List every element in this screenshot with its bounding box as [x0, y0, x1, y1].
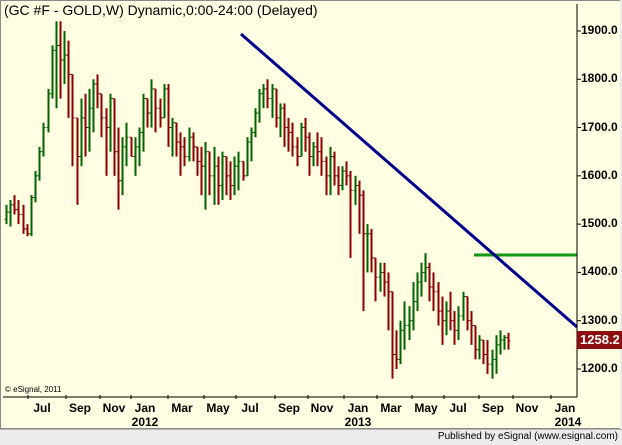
x-tick-label: Nov [102, 401, 126, 415]
y-tick-label: 1400.0 [581, 264, 618, 279]
x-year-label: 2012 [131, 415, 159, 429]
ohlc-bars [4, 21, 511, 379]
x-year-label: 2014 [554, 415, 582, 429]
x-axis-ticks [27, 395, 552, 399]
x-year-label: 2013 [344, 415, 372, 429]
chart-title: (GC #F - GOLD,W) Dynamic,0:00-24:00 (Del… [4, 2, 318, 18]
x-tick-label: Jul [241, 401, 259, 415]
x-tick-label: Nov [310, 401, 334, 415]
status-bar: Published by eSignal (www.esignal.com) [0, 429, 622, 445]
y-tick-label: 1900.0 [581, 22, 618, 37]
x-tick-label: Jan [347, 401, 369, 415]
x-tick-label: May [414, 401, 438, 415]
x-tick-label: Mar [171, 401, 193, 415]
x-tick-label: Jan [554, 401, 576, 415]
x-tick-label: Sep [277, 401, 301, 415]
x-tick-label: Mar [380, 401, 402, 415]
copyright-text: © eSignal, 2011 [5, 385, 62, 394]
x-tick-label: Jul [33, 401, 51, 415]
x-tick-label: Jan [134, 401, 156, 415]
y-tick-label: 1300.0 [581, 312, 618, 327]
y-tick-label: 1200.0 [581, 361, 618, 375]
published-by-text: Published by eSignal (www.esignal.com) [437, 431, 618, 442]
downtrend-line [240, 32, 578, 329]
y-tick-label: 1700.0 [581, 119, 618, 134]
y-tick-label: 1600.0 [581, 167, 618, 182]
y-tick-label: 1500.0 [581, 216, 618, 231]
x-tick-label: Sep [481, 401, 505, 415]
y-axis-ticks [577, 30, 581, 370]
chart-frame: (GC #F - GOLD,W) Dynamic,0:00-24:00 (Del… [0, 0, 620, 429]
x-tick-label: May [206, 401, 230, 415]
x-tick-label: Nov [515, 401, 539, 415]
x-tick-label: Sep [68, 401, 92, 415]
price-chart[interactable] [0, 0, 622, 430]
y-tick-label: 1800.0 [581, 71, 618, 86]
last-price-badge: 1258.2 [577, 331, 622, 349]
x-tick-label: Jul [449, 401, 467, 415]
